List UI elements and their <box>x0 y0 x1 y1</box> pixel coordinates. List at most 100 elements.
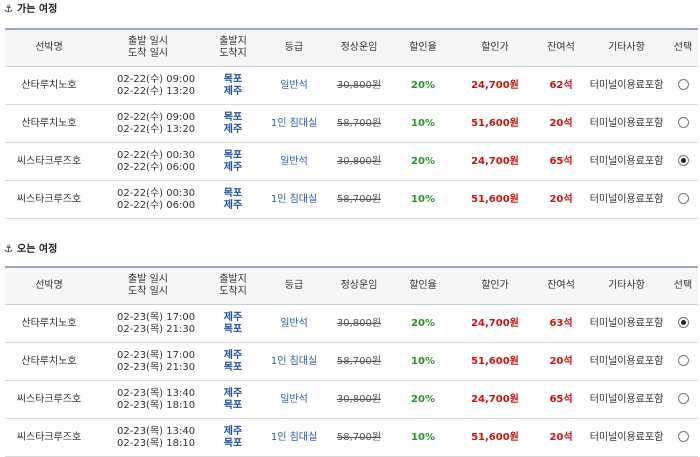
select-radio[interactable] <box>677 117 689 129</box>
discount-price-cell: 51,600원 <box>453 342 537 381</box>
column-header-label: 잔여석 <box>547 42 575 53</box>
select-radio[interactable] <box>677 193 689 205</box>
column-header-label: 출발지 도착지 <box>219 274 247 297</box>
ship-name-cell: 산타루치노호 <box>5 304 93 343</box>
arrival-datetime: 02-22(수) 13:20 <box>117 85 196 97</box>
discount-price-cell: 24,700원 <box>453 142 537 181</box>
arrival-port: 제주 <box>223 85 243 97</box>
header-row: 선박명 출발 일시 도착 일시 출발지 도착지 등급 정상운임 할인율 할인가 잔여석 기타사항… <box>5 266 698 305</box>
select-cell[interactable] <box>668 66 698 105</box>
select-cell[interactable] <box>668 418 698 457</box>
select-cell[interactable] <box>668 104 698 143</box>
discount-rate-cell: 20% <box>393 380 453 419</box>
header-row: 선박명 출발 일시 도착 일시 출발지 도착지 등급 정상운임 할인율 할인가 잔여석 기타사항… <box>5 28 698 67</box>
remaining-seats: 20석 <box>549 193 573 205</box>
seat-grade: 일반석 <box>280 79 308 91</box>
column-header: 선택 <box>668 28 698 67</box>
remaining-seats: 65석 <box>549 155 573 167</box>
select-radio[interactable] <box>677 431 689 443</box>
column-header: 할인율 <box>393 266 453 305</box>
table-row[interactable]: 산타루치노호 02-23(목) 17:00 02-23(목) 21:30 제주 목포 1인… <box>5 342 698 381</box>
column-header: 기타사항 <box>585 28 668 67</box>
discount-rate-cell: 10% <box>393 180 453 219</box>
select-cell[interactable] <box>668 142 698 181</box>
ship-name-cell: 산타루치노호 <box>5 66 93 105</box>
discount-rate-cell: 20% <box>393 142 453 181</box>
column-header-label: 출발지 도착지 <box>219 36 247 59</box>
normal-fare-cell: 30,800원 <box>325 66 393 105</box>
table-row[interactable]: 산타루치노호 02-22(수) 09:00 02-22(수) 13:20 목포 제주 일반… <box>5 66 698 105</box>
column-header-label: 정상운임 <box>340 42 378 53</box>
arrival-datetime: 02-22(수) 06:00 <box>117 199 196 211</box>
remaining-seats: 62석 <box>549 79 573 91</box>
column-header-label: 선박명 <box>35 42 63 53</box>
datetime-cell: 02-22(수) 00:30 02-22(수) 06:00 <box>93 142 203 181</box>
note-cell: 터미널이용료포함 <box>585 104 668 143</box>
select-cell[interactable] <box>668 304 698 343</box>
column-header-label: 할인가 <box>481 280 509 291</box>
select-radio[interactable] <box>677 155 689 167</box>
departure-datetime: 02-23(목) 13:40 <box>117 387 196 399</box>
column-header-label: 선택 <box>673 280 693 291</box>
note-text: 터미널이용료포함 <box>589 393 664 405</box>
departure-datetime: 02-22(수) 09:00 <box>117 73 196 85</box>
departure-datetime: 02-22(수) 00:30 <box>117 187 196 199</box>
discount-rate-cell: 10% <box>393 342 453 381</box>
discount-rate-cell: 20% <box>393 304 453 343</box>
departure-port: 제주 <box>223 425 243 437</box>
discount-rate: 10% <box>411 193 435 205</box>
return-trip-table: 선박명 출발 일시 도착 일시 출발지 도착지 등급 정상운임 할인율 할인가 잔여석 기타사항… <box>5 266 698 457</box>
note-cell: 터미널이용료포함 <box>585 304 668 343</box>
ship-name-cell: 씨스타크루즈호 <box>5 180 93 219</box>
departure-port: 제주 <box>223 311 243 323</box>
discount-price: 51,600원 <box>471 355 519 367</box>
departure-datetime: 02-23(목) 17:00 <box>117 349 196 361</box>
ship-name-cell: 산타루치노호 <box>5 104 93 143</box>
departure-datetime: 02-22(수) 00:30 <box>117 149 196 161</box>
arrival-port: 제주 <box>223 161 243 173</box>
note-cell: 터미널이용료포함 <box>585 66 668 105</box>
normal-fare: 30,800원 <box>336 393 382 405</box>
select-radio[interactable] <box>677 355 689 367</box>
column-header-label: 잔여석 <box>547 280 575 291</box>
grade-cell: 일반석 <box>263 304 325 343</box>
select-cell[interactable] <box>668 342 698 381</box>
column-header: 선택 <box>668 266 698 305</box>
column-header: 출발 일시 도착 일시 <box>93 266 203 305</box>
port-cell: 제주 목포 <box>203 342 263 381</box>
select-radio[interactable] <box>677 317 689 329</box>
arrival-datetime: 02-22(수) 13:20 <box>117 123 196 135</box>
column-header-label: 할인율 <box>409 280 437 291</box>
ship-name: 산타루치노호 <box>21 355 77 367</box>
note-cell: 터미널이용료포함 <box>585 380 668 419</box>
note-text: 터미널이용료포함 <box>589 317 664 329</box>
select-cell[interactable] <box>668 380 698 419</box>
column-header: 선박명 <box>5 266 93 305</box>
discount-price-cell: 51,600원 <box>453 180 537 219</box>
column-header-label: 기타사항 <box>608 280 645 291</box>
column-header-label: 선박명 <box>35 280 63 291</box>
discount-rate: 10% <box>411 355 435 367</box>
normal-fare-cell: 58,700원 <box>325 418 393 457</box>
table-row[interactable]: 씨스타크루즈호 02-22(수) 00:30 02-22(수) 06:00 목포 제주 1… <box>5 180 698 219</box>
section-title-label: 오는 여정 <box>17 244 58 255</box>
discount-price-cell: 51,600원 <box>453 418 537 457</box>
departure-port: 제주 <box>223 387 243 399</box>
table-row[interactable]: 산타루치노호 02-23(목) 17:00 02-23(목) 21:30 제주 목포 일반… <box>5 304 698 343</box>
arrival-port: 목포 <box>223 361 243 373</box>
note-cell: 터미널이용료포함 <box>585 142 668 181</box>
column-header: 잔여석 <box>537 28 585 67</box>
normal-fare-cell: 58,700원 <box>325 180 393 219</box>
select-radio[interactable] <box>677 79 689 91</box>
table-row[interactable]: 씨스타크루즈호 02-22(수) 00:30 02-22(수) 06:00 목포 제주 일… <box>5 142 698 181</box>
column-header: 출발지 도착지 <box>203 266 263 305</box>
select-radio[interactable] <box>677 393 689 405</box>
grade-cell: 일반석 <box>263 66 325 105</box>
departure-port: 목포 <box>223 149 243 161</box>
select-cell[interactable] <box>668 180 698 219</box>
discount-price: 24,700원 <box>471 393 519 405</box>
column-header: 선박명 <box>5 28 93 67</box>
table-row[interactable]: 씨스타크루즈호 02-23(목) 13:40 02-23(목) 18:10 제주 목포 1… <box>5 418 698 457</box>
table-row[interactable]: 씨스타크루즈호 02-23(목) 13:40 02-23(목) 18:10 제주 목포 일… <box>5 380 698 419</box>
table-row[interactable]: 산타루치노호 02-22(수) 09:00 02-22(수) 13:20 목포 제주 1인… <box>5 104 698 143</box>
